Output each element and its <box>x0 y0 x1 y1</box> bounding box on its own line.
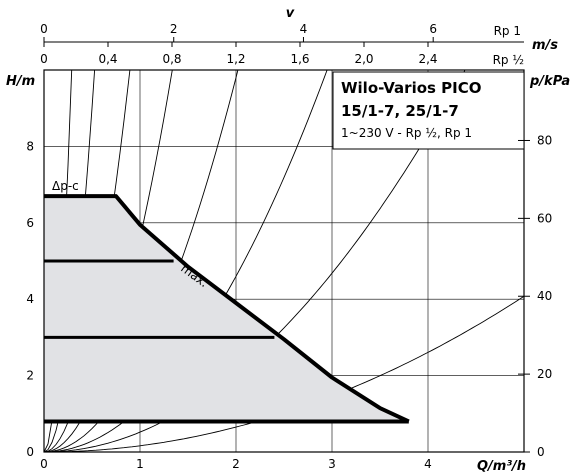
x-tick-label: 1 <box>136 457 144 471</box>
x-tick-label: 0 <box>40 457 48 471</box>
y-axis-ticks: 0 2 4 6 8 <box>26 139 34 459</box>
top-axis-2-end-label: Rp ½ <box>493 53 524 67</box>
top-axis-2-tick-label: 2,0 <box>354 52 373 66</box>
top-axis-unit: m/s <box>532 38 558 53</box>
top-axis-1-tick-label: 4 <box>300 22 308 36</box>
y-tick-label: 4 <box>26 292 34 306</box>
operating-range-area <box>44 196 409 422</box>
y2-tick-label: 0 <box>537 445 545 459</box>
top-axis-2-tick-label: 0,8 <box>162 52 181 66</box>
plot-frame <box>43 69 525 453</box>
max-curve <box>44 194 410 424</box>
top-axis-label: v <box>286 6 295 21</box>
y-tick-label: 6 <box>26 216 34 230</box>
y-tick-label: 2 <box>26 369 34 383</box>
y2-axis-label: p/kPa <box>529 74 570 89</box>
y-tick-label: 0 <box>26 445 34 459</box>
y2-tick-label: 60 <box>537 211 552 225</box>
top-axis-2-tick-label: 0,4 <box>98 52 117 66</box>
top-axis-1-tick-label: 2 <box>170 22 178 36</box>
chart-subtitle-line-2: 1~230 V - Rp ½, Rp 1 <box>341 126 472 140</box>
top-axis-2-ticks: 0 0,4 0,8 1,2 1,6 2,0 2,4 <box>40 42 438 66</box>
top-axis-1-ticks: 0 2 4 6 <box>40 22 437 42</box>
y2-tick-label: 40 <box>537 289 552 303</box>
top-axis-1-tick-label: 0 <box>40 22 48 36</box>
chart-subtitle-line-1: 15/1-7, 25/1-7 <box>341 102 459 120</box>
top-axis-1-end-label: Rp 1 <box>494 24 521 38</box>
annotation-dpc: Δp-c <box>52 179 79 193</box>
x-axis-ticks: 0 1 2 3 4 <box>40 457 432 471</box>
top-axis-2-tick-label: 1,2 <box>226 52 245 66</box>
y2-axis-ticks: 0 20 40 60 80 <box>518 133 552 459</box>
x-tick-label: 4 <box>424 457 432 471</box>
top-axis-2-tick-label: 2,4 <box>418 52 437 66</box>
y-axis-label: H/m <box>6 74 35 89</box>
info-box: Wilo-Varios PICO 15/1-7, 25/1-7 1~230 V … <box>332 71 525 150</box>
y2-tick-label: 20 <box>537 367 552 381</box>
x-axis-label: Q/m³/h <box>477 459 526 474</box>
top-axis-2-tick-label: 1,6 <box>290 52 309 66</box>
x-tick-label: 2 <box>232 457 240 471</box>
top-axis-2-tick-label: 0 <box>40 52 48 66</box>
top-axis-1-tick-label: 6 <box>429 22 437 36</box>
chart-title: Wilo-Varios PICO <box>341 79 482 97</box>
y2-tick-label: 80 <box>537 133 552 147</box>
setting-lines <box>44 259 409 424</box>
top-axes: 0 2 4 6 0 0,4 0,8 1,2 1,6 2,0 2,4 v Rp 1 Rp ½ m/s <box>40 6 558 67</box>
x-tick-label: 3 <box>328 457 336 471</box>
y-tick-label: 8 <box>26 139 34 153</box>
